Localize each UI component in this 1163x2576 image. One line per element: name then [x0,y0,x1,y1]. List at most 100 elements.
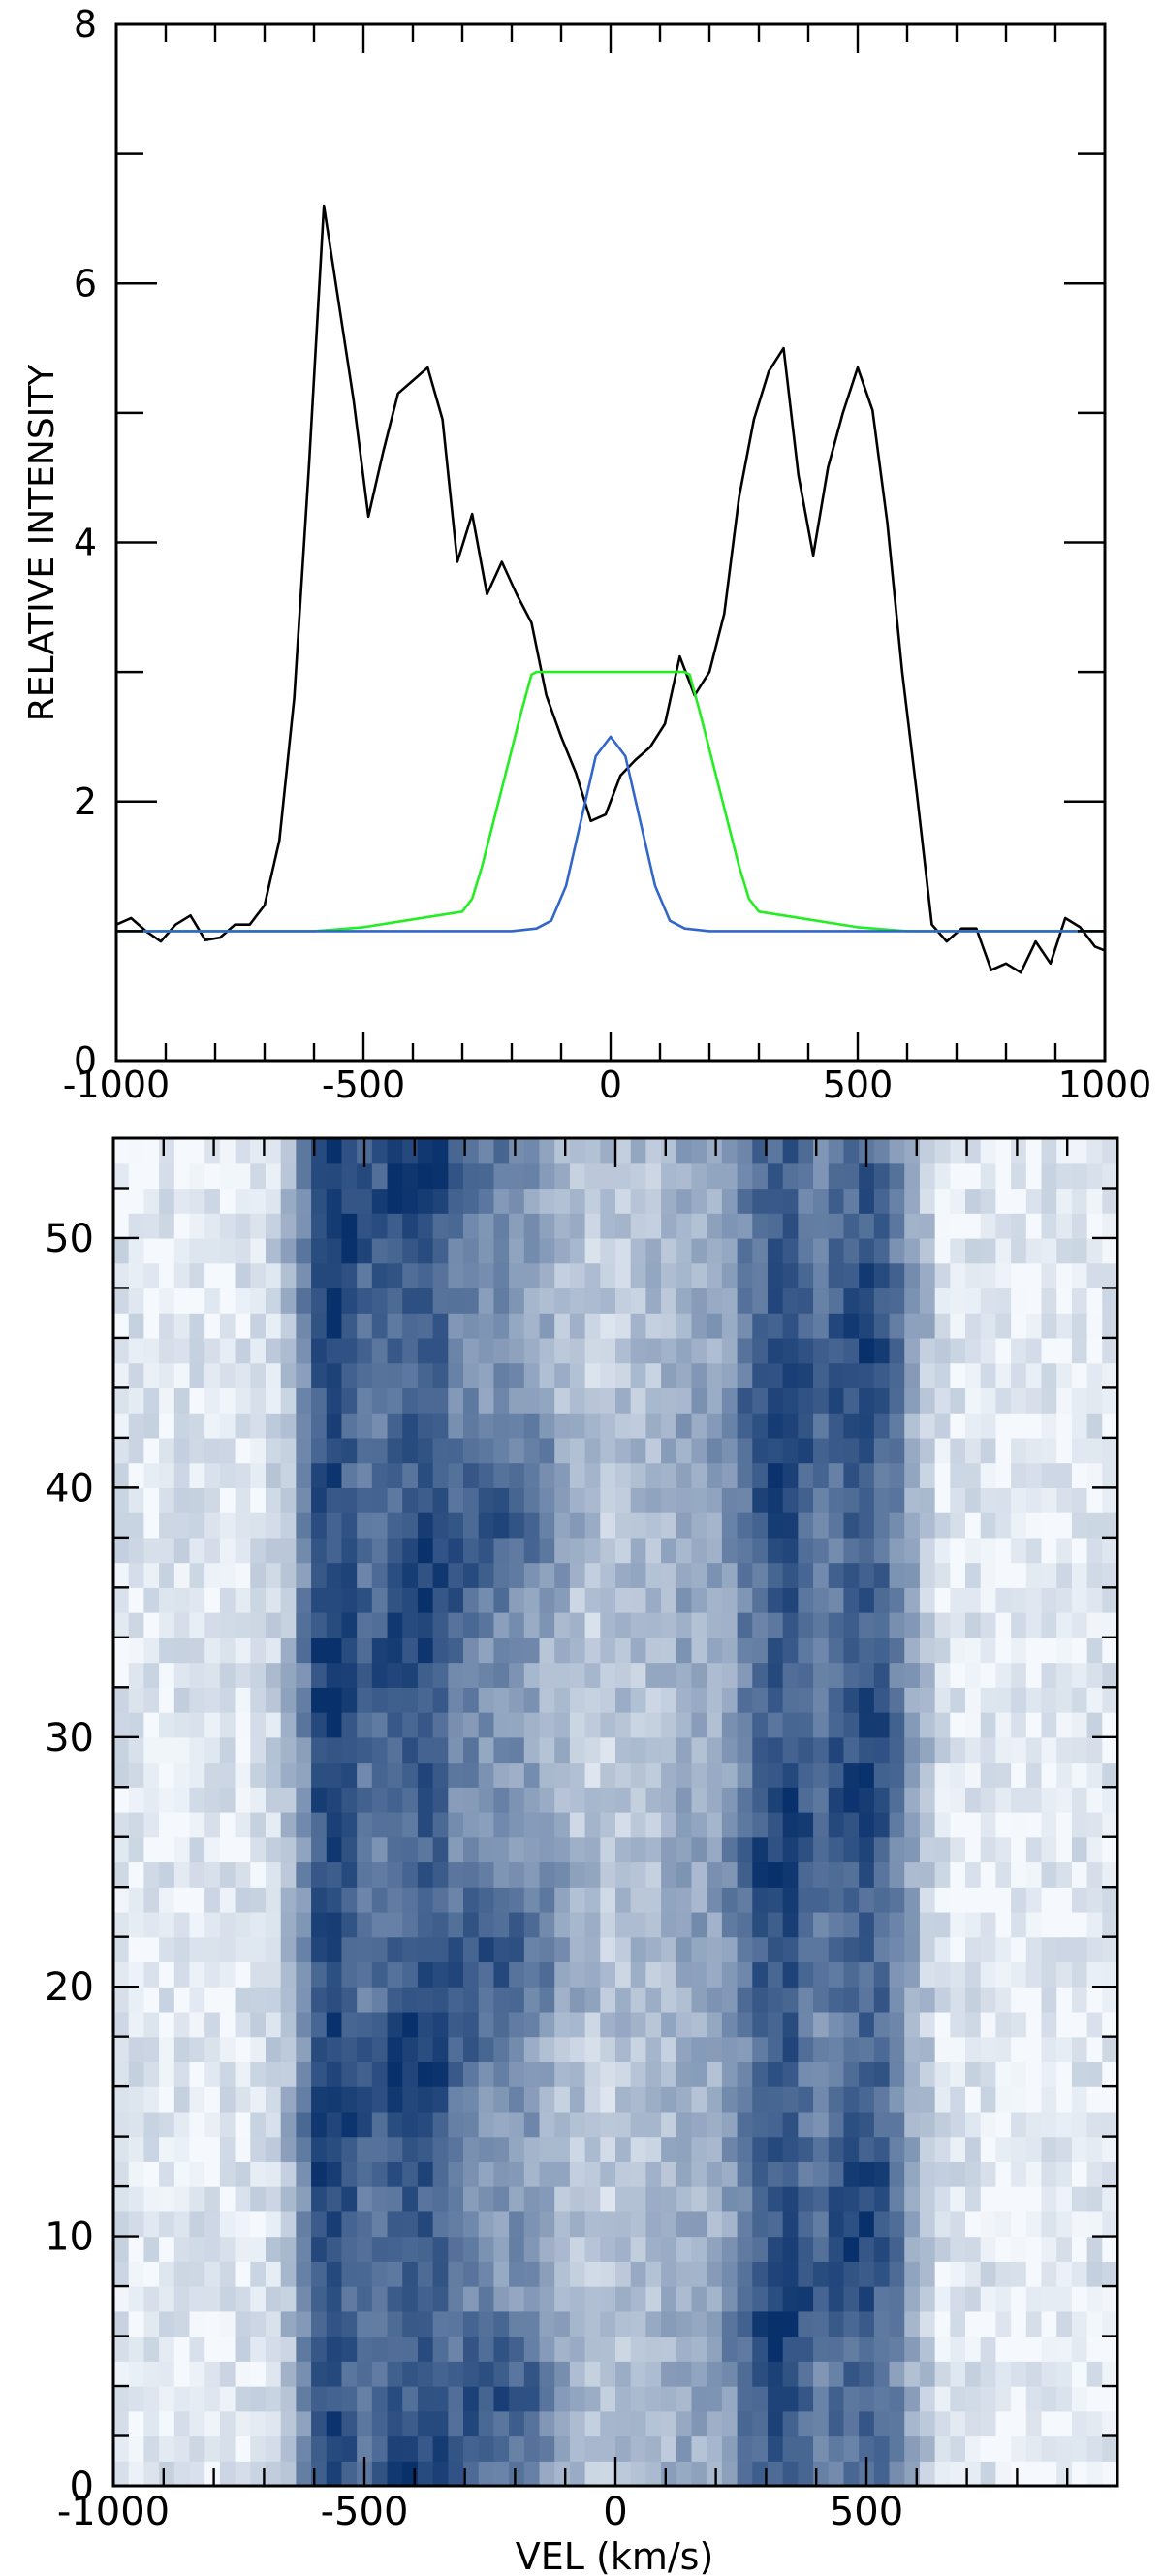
heatmap-cell [645,1712,662,1738]
heatmap-cell [463,1188,480,1214]
heatmap-cell [1011,2210,1027,2238]
heatmap-cell [463,1162,480,1190]
heatmap-cell [661,2210,677,2238]
heatmap-cell [965,1712,982,1738]
heatmap-cell [1071,2061,1088,2087]
heatmap-cell [173,1313,191,1339]
heatmap-cell [509,2386,525,2412]
heatmap-cell [828,1288,845,1314]
heatmap-cell [357,1587,373,1613]
heatmap-cell [950,1787,966,1813]
heatmap-cell [1086,2036,1103,2063]
heatmap-cell [113,1487,130,1513]
heatmap-cell [1071,2261,1088,2287]
heatmap-cell [1025,1787,1043,1813]
heatmap-cell [707,1911,723,1938]
heatmap-cell [934,1687,951,1713]
heatmap-cell [904,2236,921,2262]
heatmap-cell [661,2410,677,2437]
heatmap-cell [326,1213,343,1239]
heatmap-cell [859,1911,875,1938]
heatmap-cell [798,1162,814,1190]
heatmap-cell [387,2336,403,2362]
heatmap-cell [828,1911,845,1938]
heatmap-cell [432,1587,449,1613]
heatmap-cell [235,1836,251,1863]
heatmap-cell [523,2136,541,2162]
heatmap-cell [478,1612,495,1638]
heatmap-cell [448,1362,464,1389]
heatmap-cell [600,1787,616,1813]
heatmap-cell [402,1537,419,1564]
heatmap-cell [280,1762,297,1788]
heatmap-cell [280,1812,297,1838]
heatmap-cell [478,2111,495,2138]
heatmap-cell [235,1262,251,1289]
heatmap-cell [859,2061,875,2087]
heatmap-cell [569,2386,586,2412]
heatmap-cell [873,1987,891,2013]
heatmap-cell [417,1362,434,1389]
heatmap-cell [387,1836,403,1863]
heatmap-cell [554,2336,571,2362]
heatmap-cell [1056,1562,1073,1588]
heatmap-cell [584,1787,601,1813]
heatmap-cell [752,1662,769,1688]
heatmap-cell [371,2336,389,2362]
heatmap-cell [204,1861,221,1888]
heatmap-cell [859,2361,875,2387]
heatmap-cell [630,2210,646,2238]
heatmap-cell [584,1288,601,1314]
heatmap-cell [265,1936,282,1963]
heatmap-cell [219,2061,236,2087]
heatmap-cell [645,1162,662,1190]
heatmap-cell [782,2435,799,2462]
heatmap-cell [1102,2461,1118,2487]
heatmap-cell [798,1736,814,1764]
heatmap-cell [737,2286,753,2312]
heatmap-cell [463,2161,480,2187]
heatmap-cell [1071,1736,1088,1764]
heatmap-cell [721,2036,739,2063]
heatmap-cell [873,1836,891,1863]
heatmap-cell [813,1587,830,1613]
x-tick-label: 1000 [1058,1064,1152,1106]
heatmap-cell [904,2435,921,2462]
heatmap-cell [661,1911,677,1938]
heatmap-cell [1071,1961,1088,1988]
heatmap-cell [584,1637,601,1664]
heatmap-cell [357,1313,373,1339]
heatmap-cell [600,2136,616,2162]
heatmap-cell [752,1288,769,1314]
heatmap-cell [402,1337,419,1364]
heatmap-cell [1025,1861,1043,1888]
heatmap-cell [326,1787,343,1813]
heatmap-cell [980,1936,997,1963]
heatmap-cell [478,2410,495,2437]
heatmap-cell [721,2361,739,2387]
heatmap-cell [615,1612,632,1638]
heatmap-cell [432,2361,449,2387]
heatmap-cell [523,1836,541,1863]
heatmap-cell [478,1362,495,1389]
heatmap-cell [1102,2286,1118,2312]
heatmap-cell [569,2186,586,2212]
heatmap-cell [1071,2386,1088,2412]
heatmap-cell [934,1188,951,1214]
heatmap-cell [387,1887,403,1913]
heatmap-cell [721,1213,739,1239]
heatmap-cell [554,1138,571,1164]
heatmap-cell [432,1987,449,2013]
heatmap-cell [767,2336,784,2362]
heatmap-cell [296,2061,312,2087]
heatmap-cell [173,1537,191,1564]
heatmap-cell [828,1887,845,1913]
heatmap-cell [934,2161,951,2187]
heatmap-cell [843,2361,860,2387]
heatmap-cell [371,2136,389,2162]
heatmap-cell [432,2036,449,2063]
heatmap-cell [721,1911,739,1938]
heatmap-cell [387,1562,403,1588]
heatmap-cell [859,1662,875,1688]
heatmap-cell [341,1612,358,1638]
